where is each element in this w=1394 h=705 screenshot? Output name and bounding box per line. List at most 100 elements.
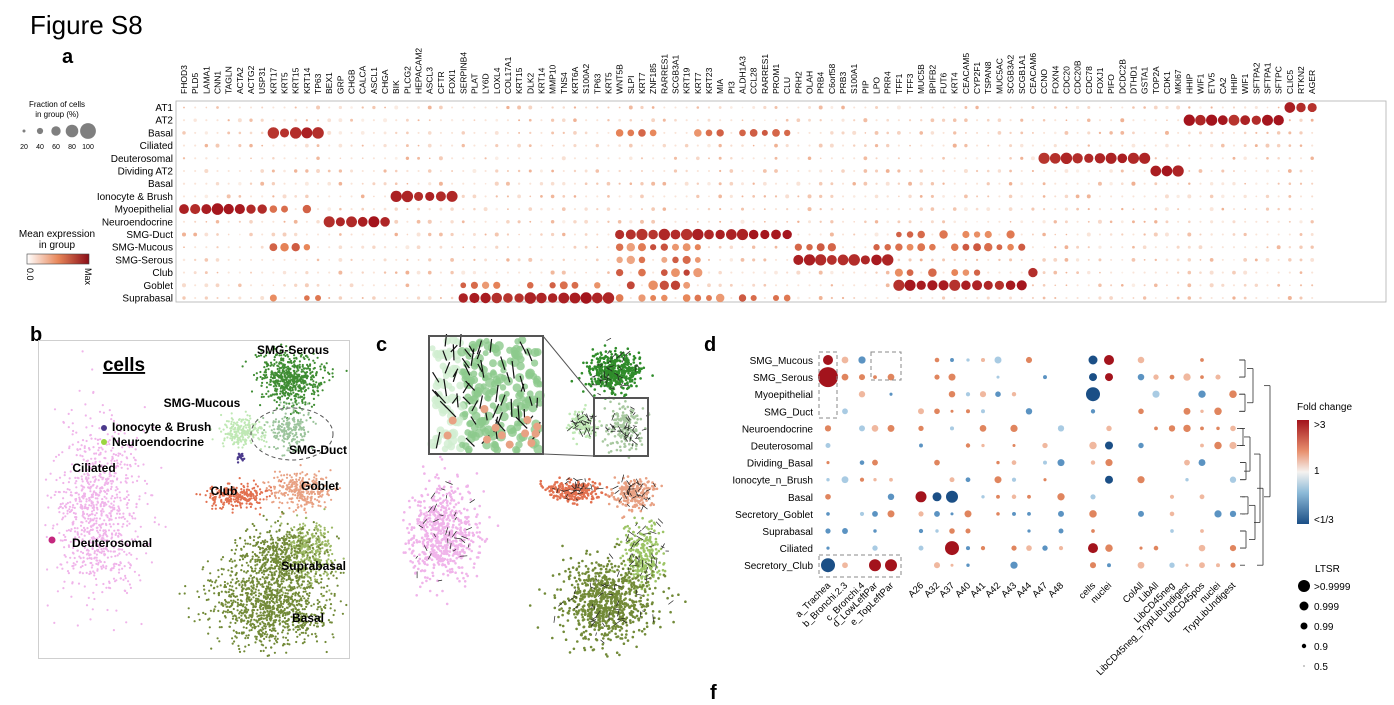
dot: [1187, 131, 1191, 135]
dot: [874, 220, 879, 224]
dot: [234, 204, 245, 215]
gene-label: KRT5: [603, 72, 613, 94]
umap-point: [111, 458, 114, 461]
umap-point: [110, 518, 113, 521]
dot: [1187, 245, 1191, 249]
dotplot-dots: [179, 102, 1317, 304]
umap-point: [284, 354, 287, 357]
umap-point: [345, 603, 348, 607]
umap-point: [128, 583, 131, 586]
umap-point: [296, 442, 299, 445]
umap-point: [305, 383, 308, 386]
dot: [729, 258, 734, 262]
dot: [201, 204, 212, 215]
umap-point: [93, 552, 96, 555]
dot: [350, 258, 353, 262]
umap-point: [300, 426, 303, 430]
umap-point: [68, 445, 71, 448]
dot: [368, 216, 380, 228]
gene-label: CEACAM6: [1028, 53, 1038, 94]
umap-point: [281, 417, 284, 420]
dot: [182, 296, 186, 300]
umap-point: [59, 539, 62, 542]
dot: [1255, 182, 1258, 185]
umap-point: [240, 609, 243, 612]
umap-point: [56, 523, 59, 526]
gene-label: HEPACAM2: [414, 48, 424, 94]
dot: [741, 182, 744, 186]
umap-point: [107, 550, 110, 553]
umap-point: [277, 506, 281, 509]
umap-point: [236, 609, 239, 612]
umap-point: [92, 519, 95, 522]
umap-point: [76, 476, 79, 479]
dot: [585, 258, 588, 261]
dot: [929, 243, 936, 251]
umap-point: [62, 516, 65, 519]
dot: [1243, 258, 1248, 262]
dot: [707, 118, 711, 122]
dot: [383, 207, 387, 211]
umap-point: [280, 373, 283, 376]
umap-point: [218, 601, 221, 604]
umap-point: [282, 591, 285, 594]
gene-label: WNT5B: [615, 64, 625, 94]
dot: [1098, 106, 1101, 109]
umap-point: [290, 489, 293, 492]
umap-point: [332, 613, 335, 617]
umap-point: [240, 488, 243, 491]
dot: [272, 220, 275, 223]
dot: [1199, 284, 1202, 287]
dot: [205, 220, 208, 223]
dot: [718, 182, 722, 186]
dot: [864, 132, 867, 134]
dot: [1064, 258, 1069, 262]
dot: [227, 233, 230, 236]
dot: [283, 182, 286, 185]
umap-point: [246, 482, 249, 485]
umap-point: [98, 559, 101, 562]
dot: [194, 195, 197, 198]
dot: [771, 229, 781, 240]
dot: [716, 129, 724, 137]
umap-point: [242, 498, 245, 501]
umap-point: [297, 494, 300, 497]
umap-point: [234, 489, 238, 493]
umap-point: [122, 578, 125, 581]
umap-point: [269, 380, 272, 383]
umap-point: [283, 474, 286, 477]
dot: [506, 105, 510, 110]
umap-point: [294, 612, 297, 615]
umap-point: [248, 425, 251, 428]
gene-label: GSTA1: [1140, 66, 1150, 94]
umap-point: [297, 490, 300, 493]
dot: [1054, 182, 1057, 185]
fraction-legend-dot: [22, 129, 26, 133]
dot: [607, 258, 610, 261]
umap-point: [85, 549, 88, 552]
dot: [305, 106, 308, 109]
umap-point: [88, 557, 91, 560]
dot: [384, 106, 386, 109]
dot: [1098, 208, 1102, 211]
umap-point: [243, 493, 246, 496]
dot: [294, 296, 297, 300]
umap-point: [334, 489, 338, 492]
umap-point: [321, 489, 324, 492]
dot: [674, 208, 677, 211]
dot: [818, 105, 823, 110]
umap-point: [225, 489, 228, 492]
umap-point: [232, 421, 236, 424]
umap-point: [213, 501, 216, 504]
dot: [223, 203, 234, 215]
dot: [1121, 258, 1124, 261]
umap-point: [75, 560, 79, 563]
dot: [472, 169, 477, 173]
dot: [1176, 245, 1180, 249]
umap-point: [87, 543, 90, 546]
dot: [975, 169, 979, 173]
dot: [763, 271, 767, 274]
dot: [238, 144, 242, 148]
dot: [216, 271, 219, 274]
dot: [372, 208, 375, 211]
